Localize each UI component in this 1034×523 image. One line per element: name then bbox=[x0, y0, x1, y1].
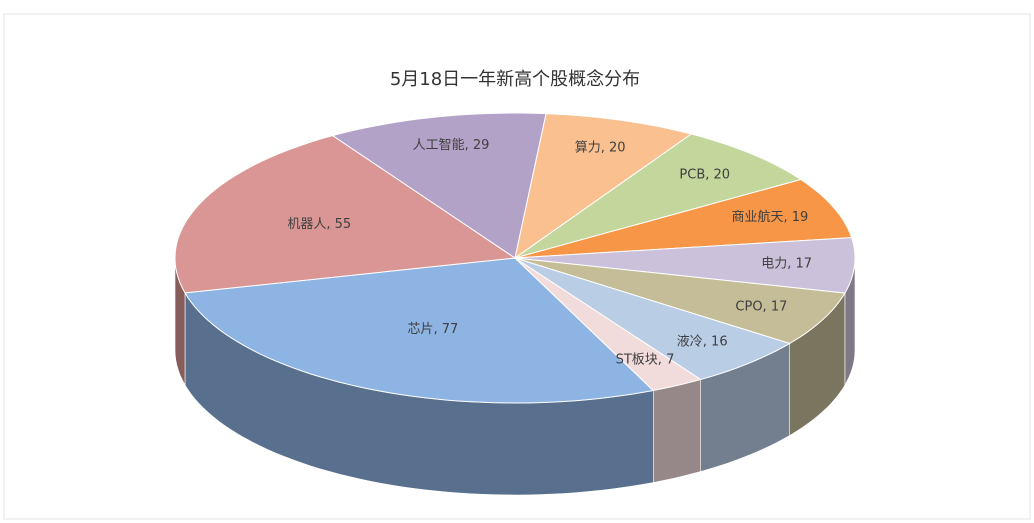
data-label: 算力, 20 bbox=[575, 140, 626, 155]
slice bbox=[514, 178, 853, 259]
slice bbox=[184, 257, 655, 404]
data-label: 商业航天, 19 bbox=[731, 209, 808, 225]
data-label: 机器人, 55 bbox=[287, 217, 351, 232]
pie-tops bbox=[174, 112, 856, 404]
data-label: 电力, 17 bbox=[761, 257, 812, 272]
slice bbox=[514, 237, 856, 294]
data-label: 芯片, 77 bbox=[408, 322, 459, 337]
slice bbox=[514, 257, 791, 381]
slice bbox=[331, 112, 547, 259]
slice bbox=[174, 135, 517, 294]
data-label: PCB, 20 bbox=[679, 167, 730, 182]
slice-side bbox=[653, 379, 701, 483]
data-label: CPO, 17 bbox=[735, 300, 787, 315]
slice bbox=[514, 113, 693, 260]
slice bbox=[514, 133, 803, 259]
data-label: 液冷, 16 bbox=[677, 335, 728, 350]
slice bbox=[514, 257, 846, 345]
data-label: 人工智能, 29 bbox=[413, 138, 490, 153]
data-labels: 芯片, 77 机器人, 55 人工智能, 29 算力, 20 PCB, 20 商业航天, … bbox=[287, 138, 812, 368]
chart-title: 5月18日一年新高个股概念分布 bbox=[390, 68, 640, 90]
data-label: ST板块, 7 bbox=[616, 352, 675, 367]
slice bbox=[514, 257, 702, 392]
